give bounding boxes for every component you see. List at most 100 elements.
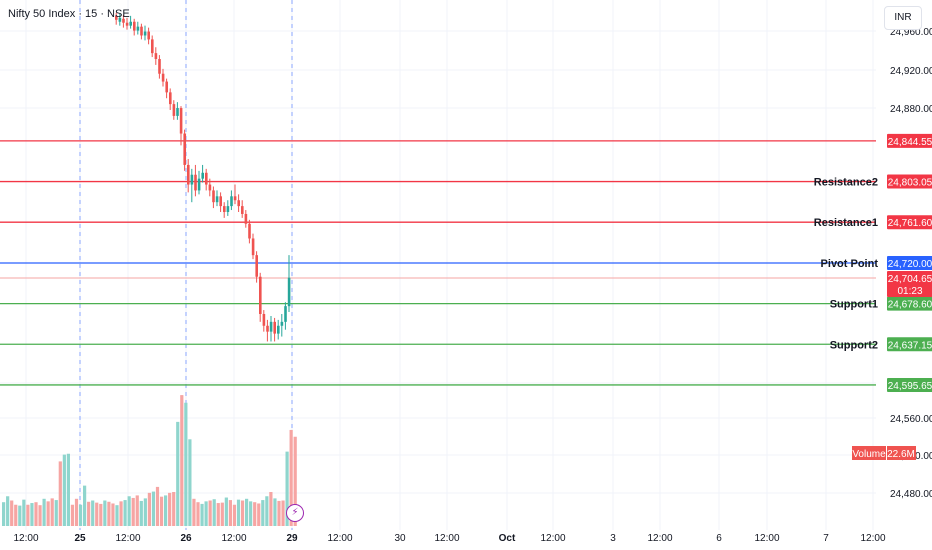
time-tick-label: 12:00 [115,533,140,544]
candle-body [230,196,233,207]
volume-bar [204,501,208,526]
volume-bar [99,503,103,526]
volume-bar [6,496,10,526]
candle-body [287,277,291,307]
level-name: Resistance2 [814,177,878,189]
volume-bar [95,502,99,526]
pivot-levels: Resistance2 Resistance1 Pivot Point Support… [0,140,879,386]
volume-bar [78,504,83,526]
volume-bar [216,503,220,526]
candle-body [219,196,222,207]
level-price-label: 24,678.60 [888,300,932,311]
volume-bar [188,439,192,526]
volume-bar [83,485,87,526]
lightning-icon[interactable]: ⚡ [286,504,304,522]
volume-bar [155,486,160,526]
volume-bar [289,429,293,526]
candle-body [194,174,197,191]
candle-body [129,21,132,26]
level-price-label: 24,637.15 [888,340,932,351]
time-tick-label: 12:00 [860,533,885,544]
volume-value: 22.6M [887,449,915,460]
volume-bar [245,498,249,526]
volume-bar [111,503,115,526]
volume-bar [180,395,184,526]
grid-lines [0,0,876,530]
level-price-badge [887,337,932,352]
candle-body [266,325,269,332]
level-name: Pivot Point [821,258,879,270]
candle-body [172,104,176,116]
candle-body [269,321,273,332]
volume-bar [285,451,289,526]
time-axis[interactable]: 12:00 25 12:00 26 12:00 29 12:00 30 12:00 Oct 12:0… [13,533,885,544]
volume-bar [265,496,269,526]
volume-bar [253,502,257,526]
volume-bar [58,461,62,526]
level-name: Support1 [830,299,878,311]
candle-body [237,200,240,207]
candle-body [187,164,190,185]
volume-bar [293,436,297,526]
volume-bar [123,500,127,526]
time-tick-label: 30 [394,533,406,544]
volume-bar [14,504,18,526]
candle-body [215,196,219,203]
price-tick-label: 24,920.00 [890,66,932,77]
price-tick-label: 24,480.00 [890,489,932,500]
price-axis[interactable]: 24,960.0024,920.0024,880.0024,600.0024,5… [852,27,932,500]
level-price-badge [887,133,932,148]
volume-bar [26,504,30,526]
symbol-title[interactable]: Nifty 50 Index · 15 · NSE [8,8,130,20]
volume-bar [30,503,34,526]
volume-bar [257,503,261,526]
volume-bar [66,453,70,526]
candle-body [284,306,287,322]
time-tick-label: 12:00 [13,533,38,544]
volume-bar [236,499,241,526]
candle-body [118,17,122,22]
time-tick-label: 12:00 [434,533,459,544]
volume-bar [269,492,273,526]
candle-body [201,172,204,179]
volume-bar [22,499,26,526]
candle-body [241,206,244,214]
volume-bar [249,501,253,526]
candle-body [176,108,179,116]
volume-bar [151,491,156,526]
volume-bar [38,505,42,526]
volume-bar [212,499,216,526]
volume-bar [184,402,188,526]
candle-body [133,21,136,31]
volume-bar [18,505,22,526]
level-price-badge [887,215,932,230]
volume-bar [159,496,164,526]
level-price-badge [887,296,932,311]
volume-badge-value [887,446,916,460]
candle-body [140,26,143,36]
candle-body [244,213,248,224]
volume-bar [281,500,285,526]
candle-body [280,321,284,326]
volume-bar [192,498,196,526]
time-tick-label: 3 [610,533,616,544]
price-tick-label: 24,560.00 [890,414,932,425]
volume-bar [115,505,119,526]
candle-body [248,223,251,239]
level-price-label: 24,844.55 [888,137,932,148]
volume-bar [2,502,6,526]
last-price-label: 24,704.65 [888,274,932,285]
time-tick-label: 12:00 [754,533,779,544]
volume-bar [127,496,131,526]
volume-bar [91,500,95,526]
currency-button[interactable]: INR [884,6,922,30]
volume-badge-name [852,446,886,460]
last-price-badge [887,271,932,298]
volume-bar [50,498,54,526]
candle-body [161,73,165,82]
candle-body [183,133,186,165]
volume-bar [70,504,75,526]
price-tick-label: 24,880.00 [890,104,932,115]
candle-body [179,108,183,134]
